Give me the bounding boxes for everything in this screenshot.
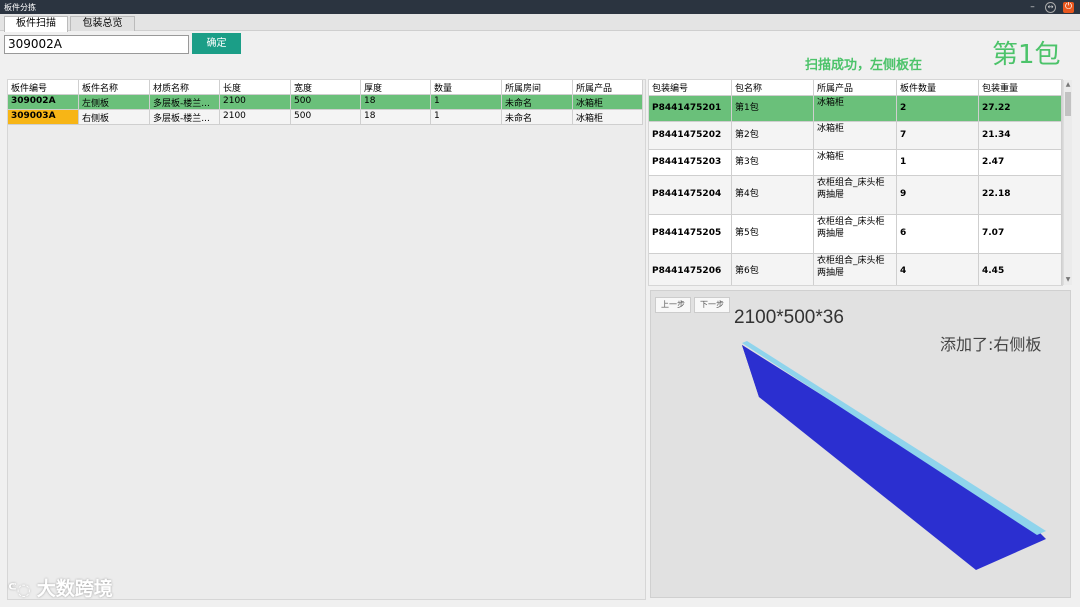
- watermark-logo-icon: ᕪ◌: [8, 580, 31, 599]
- board-table-cell[interactable]: 309002A: [8, 95, 79, 110]
- board-column-header[interactable]: 长度: [220, 80, 291, 95]
- package-table-cell[interactable]: 第2包: [732, 122, 814, 150]
- board-table-cell[interactable]: 未命名: [502, 95, 573, 110]
- package-table-cell[interactable]: 2.47: [979, 150, 1062, 176]
- board-table-cell[interactable]: 1: [431, 95, 502, 110]
- package-table: 包装编号 包名称 所属产品 板件数量 包装重量 P8441475201 第1包 冰箱柜 2 27.…: [648, 79, 1063, 286]
- package-table-cell[interactable]: 第3包: [732, 150, 814, 176]
- board-column-header[interactable]: 板件编号: [8, 80, 79, 95]
- package-table-cell[interactable]: 22.18: [979, 176, 1062, 215]
- watermark-text: 大数跨境: [36, 578, 113, 600]
- package-table-cell[interactable]: 9: [897, 176, 979, 215]
- board-table-cell[interactable]: 1: [431, 110, 502, 125]
- package-table-cell[interactable]: 第6包: [732, 254, 814, 285]
- board-table-cell[interactable]: 18: [361, 110, 431, 125]
- board-table: 板件编号 板件名称 材质名称 长度 宽度 厚度 数量 所属房间 所属产品 309002A 左侧板 多层…: [7, 79, 646, 600]
- package-column-header[interactable]: 包名称: [732, 80, 814, 96]
- board-front-face: [742, 345, 1046, 570]
- close-button[interactable]: ⏻: [1063, 2, 1074, 13]
- watermark: ᕪ◌ 大数跨境: [8, 574, 113, 601]
- tab-bar: 板件扫描 包装总览: [0, 14, 1080, 32]
- package-table-cell[interactable]: 衣柜组合_床头柜两抽屉: [814, 176, 897, 215]
- board-top-edge: [742, 341, 1046, 535]
- board-column-header[interactable]: 宽度: [291, 80, 361, 95]
- board-column-header[interactable]: 所属产品: [573, 80, 643, 95]
- package-table-cell[interactable]: 第5包: [732, 215, 814, 254]
- restore-button[interactable]: ↔: [1045, 2, 1056, 13]
- package-table-cell[interactable]: 冰箱柜: [814, 150, 897, 176]
- board-dimensions: 2100*500*36: [734, 307, 844, 328]
- board-3d-model: [742, 341, 1046, 570]
- package-column-header[interactable]: 所属产品: [814, 80, 897, 96]
- board-table-cell[interactable]: 冰箱柜: [573, 110, 643, 125]
- package-table-cell[interactable]: P8441475202: [649, 122, 732, 150]
- package-column-header[interactable]: 包装重量: [979, 80, 1062, 96]
- minimize-button[interactable]: –: [1030, 2, 1035, 12]
- package-table-cell[interactable]: 2: [897, 96, 979, 122]
- package-table-cell[interactable]: 衣柜组合_床头柜两抽屉: [814, 215, 897, 254]
- package-table-cell[interactable]: 第1包: [732, 96, 814, 122]
- board-table-cell[interactable]: 18: [361, 95, 431, 110]
- package-table-cell[interactable]: 冰箱柜: [814, 96, 897, 122]
- board-column-header[interactable]: 材质名称: [150, 80, 220, 95]
- package-table-cell[interactable]: P8441475206: [649, 254, 732, 285]
- board-table-cell[interactable]: 500: [291, 110, 361, 125]
- next-step-button[interactable]: 下一步: [694, 297, 730, 313]
- scroll-thumb[interactable]: [1065, 92, 1071, 116]
- board-table-cell[interactable]: 多层板-楼兰...: [150, 95, 220, 110]
- board-column-header[interactable]: 板件名称: [79, 80, 150, 95]
- package-table-cell[interactable]: P8441475205: [649, 215, 732, 254]
- board-table-cell[interactable]: 500: [291, 95, 361, 110]
- scroll-up-icon[interactable]: ▲: [1065, 81, 1071, 88]
- prev-step-button[interactable]: 上一步: [655, 297, 691, 313]
- package-table-cell[interactable]: 27.22: [979, 96, 1062, 122]
- package-table-cell[interactable]: 第4包: [732, 176, 814, 215]
- scroll-down-icon[interactable]: ▼: [1065, 276, 1071, 283]
- package-table-cell[interactable]: 21.34: [979, 122, 1062, 150]
- package-table-cell[interactable]: P8441475203: [649, 150, 732, 176]
- package-table-cell[interactable]: 7: [897, 122, 979, 150]
- board-table-cell[interactable]: 左侧板: [79, 95, 150, 110]
- board-table-cell[interactable]: 2100: [220, 110, 291, 125]
- board-table-cell[interactable]: 2100: [220, 95, 291, 110]
- package-table-cell[interactable]: 4.45: [979, 254, 1062, 285]
- board-column-header[interactable]: 数量: [431, 80, 502, 95]
- tab-board-scan[interactable]: 板件扫描: [4, 16, 68, 32]
- board-column-header[interactable]: 厚度: [361, 80, 431, 95]
- scan-input[interactable]: 309002A: [4, 35, 189, 54]
- package-table-cell[interactable]: P8441475204: [649, 176, 732, 215]
- package-table-cell[interactable]: 7.07: [979, 215, 1062, 254]
- board-3d-viewer[interactable]: 上一步 下一步 2100*500*36 添加了:右侧板: [650, 290, 1071, 598]
- package-column-header[interactable]: 板件数量: [897, 80, 979, 96]
- board-table-cell[interactable]: 未命名: [502, 110, 573, 125]
- package-table-cell[interactable]: 4: [897, 254, 979, 285]
- board-column-header[interactable]: 所属房间: [502, 80, 573, 95]
- current-package-label: 第1包: [992, 40, 1061, 70]
- package-table-cell[interactable]: 衣柜组合_床头柜两抽屉: [814, 254, 897, 285]
- window-title: 板件分拣: [4, 3, 36, 12]
- package-table-cell[interactable]: 冰箱柜: [814, 122, 897, 150]
- package-table-cell[interactable]: P8441475201: [649, 96, 732, 122]
- board-table-cell[interactable]: 右侧板: [79, 110, 150, 125]
- package-column-header[interactable]: 包装编号: [649, 80, 732, 96]
- board-table-cell[interactable]: 多层板-楼兰...: [150, 110, 220, 125]
- board-table-cell[interactable]: 冰箱柜: [573, 95, 643, 110]
- status-message: 扫描成功，左侧板在: [805, 58, 923, 73]
- added-board-text: 添加了:右侧板: [940, 335, 1042, 354]
- board-table-cell[interactable]: 309003A: [8, 110, 79, 125]
- title-bar: 板件分拣 – ↔ ⏻: [0, 0, 1080, 14]
- package-table-cell[interactable]: 6: [897, 215, 979, 254]
- tab-package-overview[interactable]: 包装总览: [70, 16, 135, 31]
- package-table-cell[interactable]: 1: [897, 150, 979, 176]
- package-table-scrollbar[interactable]: ▲ ▼: [1063, 80, 1072, 285]
- confirm-button[interactable]: 确定: [192, 33, 241, 54]
